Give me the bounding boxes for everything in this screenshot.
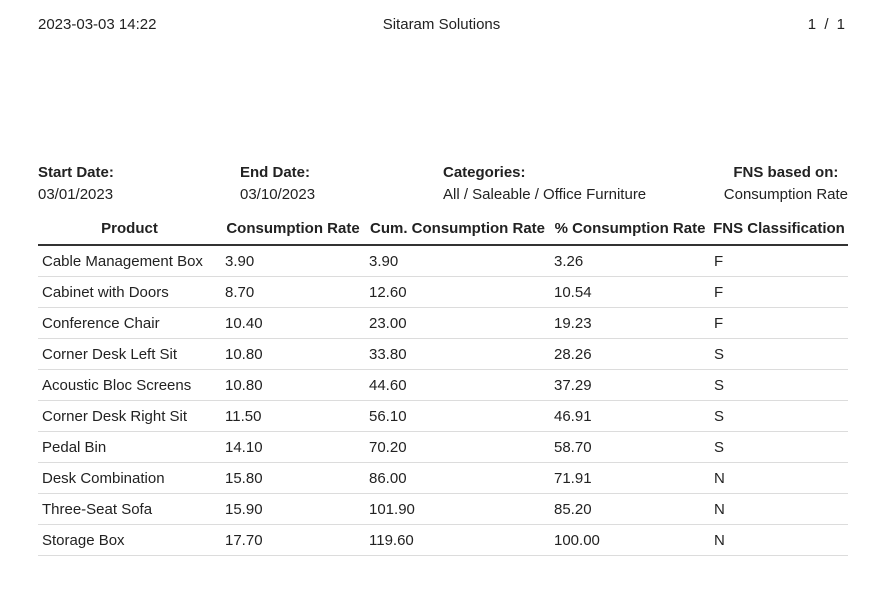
table-row: Pedal Bin 14.10 70.20 58.70 S <box>38 431 848 463</box>
consumption-rate-cell: 11.50 <box>221 400 365 432</box>
table-row: Three-Seat Sofa 15.90 101.90 85.20 N <box>38 493 848 525</box>
fns-report-table: Product Consumption Rate Cum. Consumptio… <box>38 212 848 556</box>
product-cell: Corner Desk Left Sit <box>38 338 221 370</box>
page-header: 2023-03-03 14:22 Sitaram Solutions 1 / 1 <box>38 16 845 38</box>
percent-consumption-rate-cell: 46.91 <box>550 400 710 432</box>
table-row: Corner Desk Right Sit 11.50 56.10 46.91 S <box>38 400 848 432</box>
consumption-rate-cell: 15.80 <box>221 462 365 494</box>
fns-classification-cell: N <box>710 493 848 525</box>
percent-consumption-rate-cell: 3.26 <box>550 245 710 277</box>
fns-classification-cell: S <box>710 400 848 432</box>
product-cell: Cabinet with Doors <box>38 276 221 308</box>
consumption-rate-cell: 3.90 <box>221 245 365 277</box>
consumption-rate-cell: 10.80 <box>221 369 365 401</box>
cum-consumption-rate-cell: 12.60 <box>365 276 550 308</box>
fns-classification-cell: S <box>710 338 848 370</box>
cum-consumption-rate-cell: 56.10 <box>365 400 550 432</box>
table-row: Conference Chair 10.40 23.00 19.23 F <box>38 307 848 339</box>
page-number: 1 <box>807 16 817 33</box>
cum-consumption-rate-cell: 23.00 <box>365 307 550 339</box>
fns-classification-cell: F <box>710 307 848 339</box>
column-header-product: Product <box>38 212 221 246</box>
filter-fns-basis: FNS based on: Consumption Rate <box>724 162 848 206</box>
percent-consumption-rate-cell: 58.70 <box>550 431 710 463</box>
cum-consumption-rate-cell: 33.80 <box>365 338 550 370</box>
end-date-label: End Date: <box>240 164 311 181</box>
fns-classification-cell: F <box>710 245 848 277</box>
fns-classification-cell: F <box>710 276 848 308</box>
table-row: Acoustic Bloc Screens 10.80 44.60 37.29 S <box>38 369 848 401</box>
fns-classification-cell: S <box>710 369 848 401</box>
report-datetime: 2023-03-03 14:22 <box>38 16 157 33</box>
product-cell: Cable Management Box <box>38 245 221 277</box>
percent-consumption-rate-cell: 28.26 <box>550 338 710 370</box>
column-header-cum-consumption-rate: Cum. Consumption Rate <box>365 212 550 246</box>
product-cell: Corner Desk Right Sit <box>38 400 221 432</box>
filter-start-date: Start Date: 03/01/2023 <box>38 162 114 206</box>
table-body: Cable Management Box 3.90 3.90 3.26 F Cabinet… <box>38 245 848 556</box>
fns-basis-label: FNS based on: <box>733 164 839 181</box>
percent-consumption-rate-cell: 10.54 <box>550 276 710 308</box>
product-cell: Pedal Bin <box>38 431 221 463</box>
fns-classification-cell: S <box>710 431 848 463</box>
categories-value: All / Saleable / Office Furniture <box>443 186 647 203</box>
column-header-consumption-rate: Consumption Rate <box>221 212 365 246</box>
product-cell: Conference Chair <box>38 307 221 339</box>
table-row: Corner Desk Left Sit 10.80 33.80 28.26 S <box>38 338 848 370</box>
page-counter: 1 / 1 <box>808 16 845 33</box>
consumption-rate-cell: 10.40 <box>221 307 365 339</box>
table-row: Cable Management Box 3.90 3.90 3.26 F <box>38 245 848 277</box>
page-separator: / <box>824 16 829 33</box>
column-header-fns-classification: FNS Classification <box>710 212 848 246</box>
product-cell: Storage Box <box>38 524 221 556</box>
percent-consumption-rate-cell: 71.91 <box>550 462 710 494</box>
product-cell: Three-Seat Sofa <box>38 493 221 525</box>
consumption-rate-cell: 14.10 <box>221 431 365 463</box>
consumption-rate-cell: 15.90 <box>221 493 365 525</box>
report-filters: Start Date: 03/01/2023 End Date: 03/10/2… <box>38 162 848 208</box>
end-date-value: 03/10/2023 <box>240 186 316 203</box>
table-row: Cabinet with Doors 8.70 12.60 10.54 F <box>38 276 848 308</box>
company-name: Sitaram Solutions <box>382 16 501 33</box>
consumption-rate-cell: 17.70 <box>221 524 365 556</box>
column-header-percent-consumption-rate: % Consumption Rate <box>550 212 710 246</box>
cum-consumption-rate-cell: 119.60 <box>365 524 550 556</box>
cum-consumption-rate-cell: 101.90 <box>365 493 550 525</box>
product-cell: Acoustic Bloc Screens <box>38 369 221 401</box>
filter-categories: Categories: All / Saleable / Office Furn… <box>443 162 646 206</box>
product-cell: Desk Combination <box>38 462 221 494</box>
fns-classification-cell: N <box>710 462 848 494</box>
cum-consumption-rate-cell: 86.00 <box>365 462 550 494</box>
cum-consumption-rate-cell: 44.60 <box>365 369 550 401</box>
cum-consumption-rate-cell: 3.90 <box>365 245 550 277</box>
table-row: Desk Combination 15.80 86.00 71.91 N <box>38 462 848 494</box>
filter-end-date: End Date: 03/10/2023 <box>240 162 315 206</box>
cum-consumption-rate-cell: 70.20 <box>365 431 550 463</box>
percent-consumption-rate-cell: 19.23 <box>550 307 710 339</box>
table-row: Storage Box 17.70 119.60 100.00 N <box>38 524 848 556</box>
consumption-rate-cell: 8.70 <box>221 276 365 308</box>
page-total: 1 <box>836 16 845 33</box>
start-date-value: 03/01/2023 <box>38 186 114 203</box>
categories-label: Categories: <box>443 164 526 181</box>
fns-basis-value: Consumption Rate <box>723 186 848 203</box>
fns-classification-cell: N <box>710 524 848 556</box>
percent-consumption-rate-cell: 37.29 <box>550 369 710 401</box>
consumption-rate-cell: 10.80 <box>221 338 365 370</box>
percent-consumption-rate-cell: 85.20 <box>550 493 710 525</box>
start-date-label: Start Date: <box>38 164 114 181</box>
percent-consumption-rate-cell: 100.00 <box>550 524 710 556</box>
table-header-row: Product Consumption Rate Cum. Consumptio… <box>38 212 848 246</box>
